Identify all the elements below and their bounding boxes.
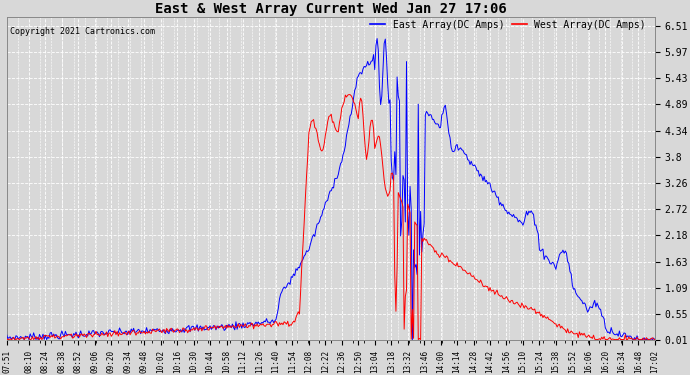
Legend: East Array(DC Amps), West Array(DC Amps): East Array(DC Amps), West Array(DC Amps) [366, 16, 650, 33]
Text: Copyright 2021 Cartronics.com: Copyright 2021 Cartronics.com [10, 27, 155, 36]
Title: East & West Array Current Wed Jan 27 17:06: East & West Array Current Wed Jan 27 17:… [155, 2, 506, 16]
